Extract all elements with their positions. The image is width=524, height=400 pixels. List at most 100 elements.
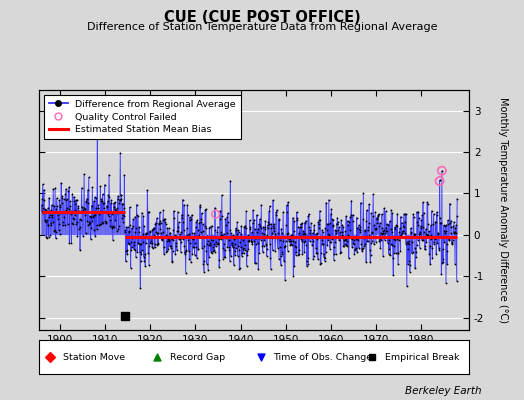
Point <box>201 222 209 229</box>
Point <box>226 253 235 260</box>
Point <box>181 248 189 255</box>
Point <box>424 234 433 240</box>
Point <box>369 234 378 240</box>
Point <box>433 209 441 215</box>
Point <box>72 196 80 203</box>
Point <box>304 260 313 267</box>
Point <box>452 278 461 284</box>
Point <box>253 229 261 235</box>
Point <box>351 246 359 252</box>
Point <box>446 220 454 226</box>
Point <box>155 220 163 227</box>
Point <box>265 203 274 210</box>
Point <box>208 250 216 256</box>
Point <box>393 236 401 242</box>
Point <box>150 244 159 250</box>
Point <box>118 200 127 207</box>
Point <box>210 248 219 255</box>
Point <box>160 216 169 223</box>
Point <box>310 222 318 229</box>
Point <box>44 205 52 211</box>
Point <box>192 244 201 250</box>
Point <box>154 240 162 246</box>
Point <box>402 211 410 217</box>
Point <box>257 225 265 232</box>
Point <box>323 227 331 234</box>
Point <box>442 279 450 286</box>
Point <box>195 232 204 238</box>
Point <box>139 254 148 260</box>
Point <box>413 209 421 215</box>
Point <box>138 209 146 216</box>
Point <box>374 212 383 218</box>
Point <box>189 243 197 250</box>
Point <box>231 248 239 254</box>
Point <box>437 271 445 278</box>
Point <box>353 225 362 231</box>
Point <box>123 251 132 257</box>
Point <box>323 221 332 228</box>
Point <box>356 228 365 235</box>
Point <box>68 190 77 197</box>
Point <box>366 259 375 265</box>
Point <box>232 225 240 232</box>
Point <box>396 248 405 254</box>
Point <box>153 354 161 360</box>
Point <box>266 255 275 261</box>
Point <box>365 201 373 207</box>
Point <box>342 242 351 248</box>
Point <box>192 224 200 230</box>
Point <box>40 186 48 193</box>
Point <box>212 239 221 245</box>
Point <box>118 201 126 208</box>
Point <box>41 218 50 225</box>
Point <box>169 226 178 233</box>
Point <box>108 211 116 217</box>
Point <box>398 230 407 236</box>
Point <box>108 237 117 243</box>
Point <box>194 246 202 252</box>
Point <box>240 245 248 252</box>
Point <box>404 240 412 246</box>
Point <box>448 241 456 248</box>
Point <box>220 241 228 248</box>
Point <box>145 208 153 215</box>
Point <box>92 222 101 228</box>
Point <box>320 254 328 260</box>
Point <box>206 242 214 249</box>
Point <box>199 221 207 227</box>
Point <box>172 233 181 240</box>
Point <box>100 205 108 212</box>
Point <box>323 242 332 248</box>
Point <box>151 241 159 248</box>
Point <box>425 243 434 250</box>
Point <box>267 266 275 272</box>
Point <box>297 221 305 227</box>
Point <box>322 221 331 228</box>
Point <box>149 245 157 251</box>
Point <box>308 237 316 244</box>
Point <box>104 192 113 198</box>
Point <box>59 208 68 215</box>
Point <box>50 203 59 209</box>
Point <box>159 216 167 223</box>
Point <box>419 199 427 206</box>
Point <box>56 202 64 208</box>
Point <box>279 238 287 245</box>
Point <box>61 222 69 228</box>
Point <box>88 202 96 209</box>
Point <box>348 244 356 250</box>
Point <box>179 236 187 242</box>
Point <box>237 244 245 251</box>
Point <box>280 258 288 264</box>
Point <box>401 211 409 217</box>
Point <box>438 259 446 266</box>
Point <box>153 242 161 248</box>
Point <box>124 228 133 234</box>
Point <box>389 272 397 279</box>
Point <box>324 231 333 237</box>
Point <box>419 224 427 230</box>
Point <box>163 236 172 242</box>
Point <box>292 209 301 215</box>
Point <box>60 214 68 220</box>
